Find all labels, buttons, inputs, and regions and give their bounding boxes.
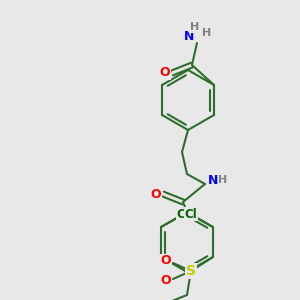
- Text: Cl: Cl: [184, 208, 197, 220]
- Text: O: O: [160, 67, 170, 80]
- Text: O: O: [151, 188, 161, 200]
- Text: N: N: [208, 173, 218, 187]
- Text: S: S: [186, 264, 196, 278]
- Text: O: O: [161, 274, 171, 287]
- Text: O: O: [161, 254, 171, 268]
- Text: H: H: [202, 28, 211, 38]
- Text: H: H: [190, 22, 200, 32]
- Text: N: N: [184, 31, 194, 44]
- Text: Cl: Cl: [177, 208, 189, 220]
- Text: H: H: [218, 175, 228, 185]
